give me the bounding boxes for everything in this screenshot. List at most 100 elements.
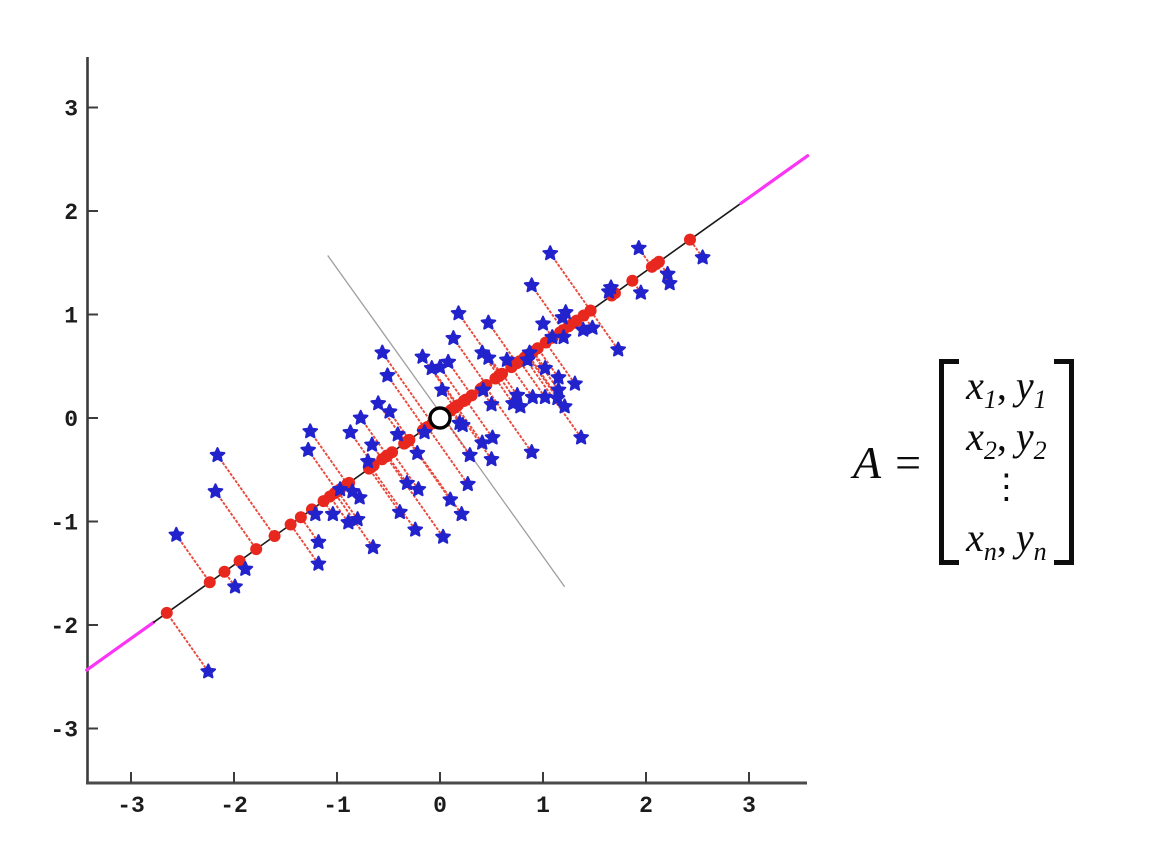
sample-point-marker bbox=[537, 360, 553, 376]
sample-point-marker bbox=[610, 341, 626, 357]
projection-segment bbox=[309, 430, 349, 485]
projection-segment bbox=[359, 417, 389, 457]
sample-point-marker bbox=[325, 506, 341, 522]
matrix-equation: A = x1, y1 x2, y2 ⋮ xn, yn bbox=[853, 356, 1074, 568]
matrix-row-2: x2, y2 bbox=[966, 414, 1047, 466]
sample-point-marker bbox=[168, 526, 185, 542]
projection-segment bbox=[544, 342, 576, 385]
projection-segment bbox=[510, 366, 534, 398]
sample-point-marker bbox=[480, 314, 497, 330]
matrix-row-n: xn, yn bbox=[966, 514, 1047, 566]
projection-point-marker bbox=[448, 401, 461, 414]
projection-point-marker bbox=[268, 530, 281, 543]
projection-segment bbox=[589, 310, 619, 351]
projection-segment bbox=[452, 337, 488, 386]
sample-point-marker bbox=[435, 528, 451, 544]
sample-point-marker bbox=[416, 424, 433, 440]
sample-point-marker bbox=[550, 369, 567, 385]
projection-segment bbox=[455, 405, 484, 444]
sample-point-marker bbox=[440, 353, 457, 369]
y-tick-label: 3 bbox=[64, 97, 78, 123]
principal-axis-segment bbox=[85, 620, 156, 672]
projection-point-marker bbox=[584, 304, 597, 317]
projection-segment bbox=[487, 357, 502, 376]
projection-segment bbox=[494, 377, 514, 405]
matrix-left-bracket bbox=[939, 359, 960, 565]
sample-point-marker bbox=[349, 511, 366, 527]
projection-segment bbox=[464, 399, 494, 439]
y-tick-label: 1 bbox=[64, 304, 78, 330]
projection-segment bbox=[518, 360, 546, 398]
projection-segment bbox=[426, 426, 469, 485]
projection-segment bbox=[175, 534, 211, 583]
sample-point-marker bbox=[365, 539, 381, 555]
matrix: x1, y1 x2, y2 ⋮ xn, yn bbox=[939, 359, 1074, 565]
sample-point-marker bbox=[542, 245, 559, 261]
sample-point-marker bbox=[603, 279, 619, 295]
sample-point-marker bbox=[584, 319, 601, 335]
sample-point-marker bbox=[694, 249, 711, 265]
projection-segment bbox=[457, 312, 503, 375]
origin-circle-marker bbox=[428, 406, 452, 430]
sample-point-marker bbox=[300, 441, 316, 457]
sample-point-marker bbox=[661, 275, 678, 291]
sample-point-marker bbox=[537, 389, 553, 405]
projection-segment bbox=[166, 612, 210, 673]
projection-segment bbox=[368, 468, 401, 513]
projection-point-marker bbox=[380, 450, 393, 463]
projection-point-marker bbox=[649, 257, 662, 270]
sample-point-marker bbox=[374, 344, 391, 360]
sample-point-marker bbox=[633, 284, 649, 300]
projection-segment bbox=[536, 347, 560, 379]
projection-segment bbox=[549, 252, 592, 312]
sample-point-marker bbox=[379, 367, 396, 383]
projection-point-marker bbox=[160, 606, 173, 619]
sample-point-marker bbox=[351, 489, 368, 505]
y-tick-label: 0 bbox=[64, 407, 78, 433]
x-tick-label: 3 bbox=[742, 793, 756, 819]
sample-point-marker bbox=[512, 398, 529, 414]
sample-point-marker bbox=[460, 476, 476, 492]
sample-point-marker bbox=[434, 381, 450, 397]
sample-points bbox=[168, 240, 711, 679]
projection-point-marker bbox=[683, 233, 696, 246]
projection-segment bbox=[216, 454, 276, 537]
sample-point-marker bbox=[483, 451, 500, 467]
sample-point-marker bbox=[567, 375, 583, 391]
sample-point-marker bbox=[535, 315, 551, 331]
equation-lhs: A = bbox=[853, 436, 921, 489]
sample-point-marker bbox=[659, 265, 676, 281]
sample-point-marker bbox=[307, 506, 324, 522]
sample-point-marker bbox=[310, 534, 327, 549]
sample-point-marker bbox=[409, 445, 426, 460]
sample-point-marker bbox=[523, 277, 540, 293]
x-tick-label: -1 bbox=[323, 793, 351, 819]
projection-point-marker bbox=[294, 511, 307, 524]
sample-point-marker bbox=[392, 504, 408, 519]
y-tick-label: -2 bbox=[50, 614, 78, 640]
sample-point-marker bbox=[453, 506, 470, 522]
sample-point-marker bbox=[302, 423, 319, 439]
sample-point-marker bbox=[630, 240, 647, 256]
projection-segment bbox=[214, 490, 257, 550]
matrix-row-1: x1, y1 bbox=[966, 363, 1047, 414]
sample-point-marker bbox=[556, 398, 573, 414]
sample-point-marker bbox=[364, 436, 380, 452]
principal-axis-segment bbox=[739, 154, 810, 206]
projection-segment bbox=[391, 451, 420, 490]
projection-segment bbox=[370, 466, 417, 531]
x-tick-label: -2 bbox=[220, 793, 248, 819]
sample-point-marker bbox=[207, 483, 224, 499]
sample-point-marker bbox=[407, 521, 424, 537]
equals-sign: = bbox=[895, 436, 922, 488]
sample-point-marker bbox=[474, 434, 491, 450]
projection-point-marker bbox=[284, 518, 297, 531]
matrix-vdots: ⋮ bbox=[989, 468, 1024, 506]
sample-point-marker bbox=[227, 578, 243, 594]
sample-point-marker bbox=[332, 481, 348, 497]
projection-point-marker bbox=[233, 554, 246, 567]
projection-segment bbox=[381, 352, 434, 425]
x-tick-label: -3 bbox=[117, 793, 145, 819]
sample-point-marker bbox=[410, 481, 427, 497]
